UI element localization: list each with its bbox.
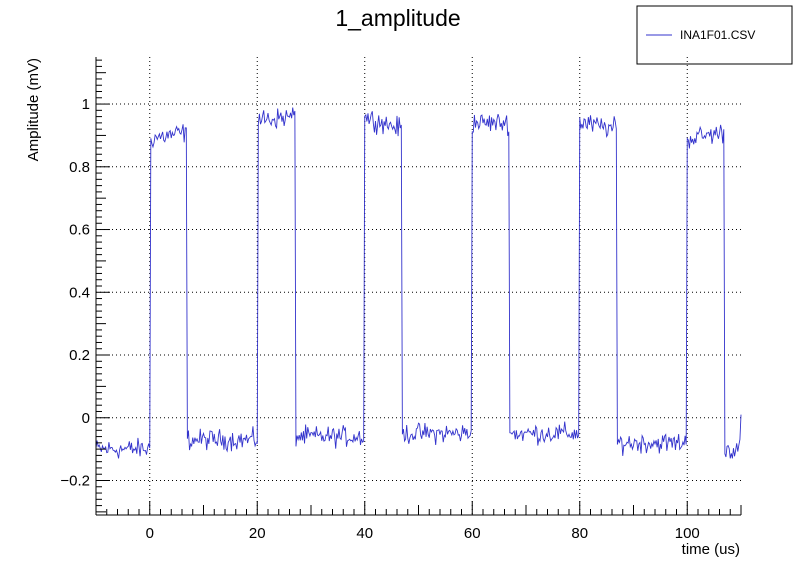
y-tick-label: −0.2 <box>60 472 90 489</box>
x-tick-label: 60 <box>464 525 481 542</box>
grid <box>96 57 741 515</box>
y-tick-label: 0.8 <box>69 159 90 176</box>
x-axis-title: time (us) <box>682 541 740 558</box>
series-line-group <box>95 107 742 459</box>
y-tick-label: 0.6 <box>69 222 90 239</box>
chart-title: 1_amplitude <box>335 5 460 31</box>
y-tick-labels: −0.2 0 0.2 0.4 0.6 0.8 1 <box>60 96 90 489</box>
x-tick-label: 40 <box>356 525 373 542</box>
y-tick-label: 1 <box>82 96 90 113</box>
x-tick-label: 0 <box>146 525 154 542</box>
legend-label: INA1F01.CSV <box>680 28 755 42</box>
y-tick-label: 0 <box>82 410 90 427</box>
y-axis-title: Amplitude (mV) <box>25 58 42 161</box>
x-tick-label: 20 <box>249 525 266 542</box>
series-line <box>95 107 742 459</box>
y-tick-label: 0.2 <box>69 347 90 364</box>
x-tick-label: 80 <box>571 525 588 542</box>
legend: INA1F01.CSV <box>636 5 793 65</box>
axes <box>95 57 742 516</box>
x-tick-labels: 0 20 40 60 80 100 <box>146 525 700 542</box>
y-tick-label: 0.4 <box>69 284 90 301</box>
x-tick-label: 100 <box>675 525 700 542</box>
